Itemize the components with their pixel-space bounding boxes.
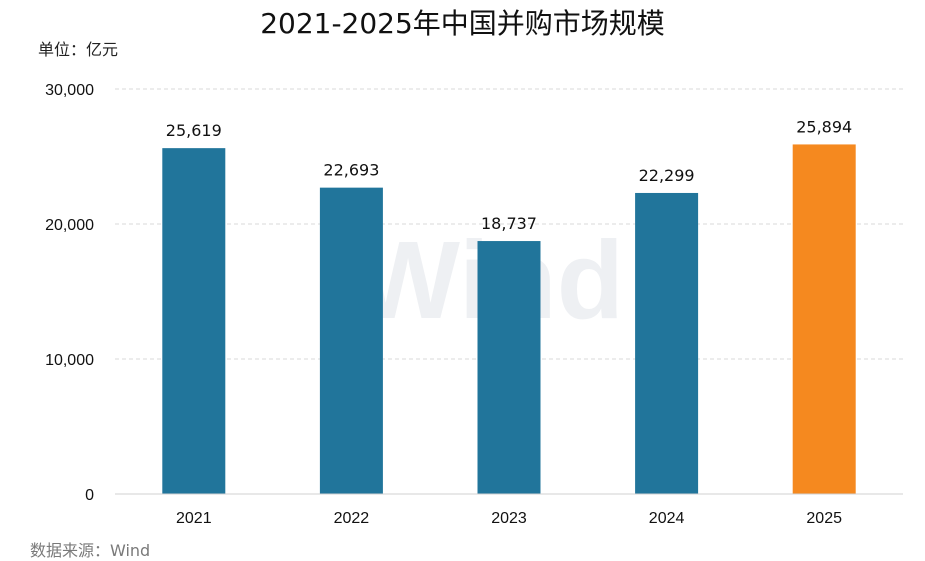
y-tick-label: 20,000 xyxy=(45,217,94,234)
bar xyxy=(319,187,383,494)
y-axis: 0 10,000 20,000 30,000 xyxy=(45,82,94,504)
y-tick-label: 0 xyxy=(85,487,94,504)
y-tick-label: 30,000 xyxy=(45,82,94,99)
x-tick-label: 2025 xyxy=(806,510,842,527)
bar xyxy=(477,241,541,494)
bars xyxy=(162,144,856,494)
chart-title: 2021-2025年中国并购市场规模 xyxy=(260,7,665,40)
x-tick-label: 2024 xyxy=(649,510,685,527)
data-label: 25,894 xyxy=(796,117,852,136)
bar xyxy=(792,144,856,494)
data-label: 22,299 xyxy=(639,166,695,185)
data-label: 18,737 xyxy=(481,214,537,233)
bar xyxy=(162,148,226,494)
x-tick-label: 2022 xyxy=(334,510,370,527)
data-labels: 25,619 22,693 18,737 22,299 25,894 xyxy=(166,117,852,233)
source-note: 数据来源：Wind xyxy=(30,541,151,560)
unit-label: 单位：亿元 xyxy=(38,40,119,59)
x-axis: 2021 2022 2023 2024 2025 xyxy=(176,510,842,527)
data-label: 25,619 xyxy=(166,121,222,140)
x-tick-label: 2023 xyxy=(491,510,527,527)
x-tick-label: 2021 xyxy=(176,510,212,527)
y-tick-label: 10,000 xyxy=(45,352,94,369)
bar xyxy=(635,192,699,494)
data-label: 22,693 xyxy=(323,161,379,180)
